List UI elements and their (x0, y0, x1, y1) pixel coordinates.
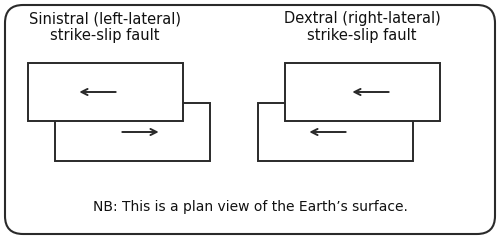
Bar (258, 103, 413, 161)
FancyBboxPatch shape (5, 5, 495, 234)
Bar (28, 63, 183, 121)
Text: NB: This is a plan view of the Earth’s surface.: NB: This is a plan view of the Earth’s s… (92, 200, 407, 214)
Bar (55, 103, 210, 161)
Text: Dextral (right-lateral)
strike-slip fault: Dextral (right-lateral) strike-slip faul… (284, 11, 440, 43)
Text: Sinistral (left-lateral)
strike-slip fault: Sinistral (left-lateral) strike-slip fau… (29, 11, 181, 43)
Bar (285, 63, 440, 121)
